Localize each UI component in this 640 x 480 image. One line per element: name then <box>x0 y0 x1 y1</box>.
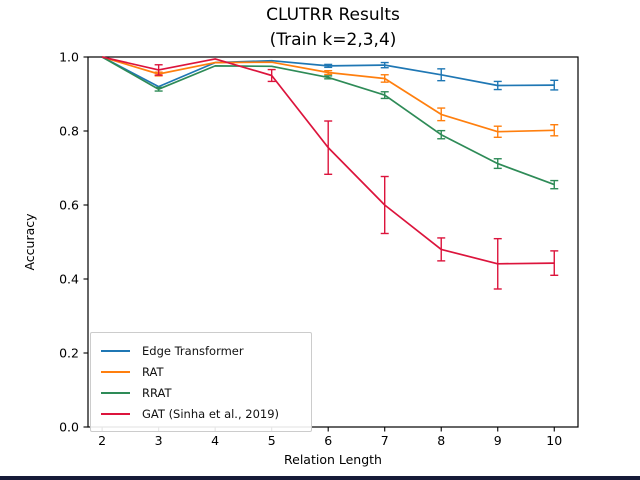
x-tick-label: 8 <box>437 433 445 448</box>
y-tick-label: 0.0 <box>59 420 79 435</box>
chart-title: CLUTRR Results <box>266 5 400 25</box>
legend-line-swatch <box>101 412 130 415</box>
legend-item-label: GAT (Sinha et al., 2019) <box>142 406 280 421</box>
x-tick-label: 4 <box>211 433 219 448</box>
bottom-edge-artifact <box>0 476 640 480</box>
x-tick-label: 7 <box>381 433 389 448</box>
x-tick-label: 10 <box>546 433 562 448</box>
chart-subtitle: (Train k=2,3,4) <box>269 30 397 50</box>
legend-item: RAT <box>101 361 301 382</box>
x-tick-label: 3 <box>155 433 163 448</box>
y-tick-label: 0.2 <box>59 346 79 361</box>
x-tick-label: 6 <box>324 433 332 448</box>
legend-item-label: Edge Transformer <box>142 343 244 358</box>
x-tick-label: 9 <box>494 433 502 448</box>
x-axis-label: Relation Length <box>284 452 382 467</box>
y-axis-label: Accuracy <box>22 213 37 271</box>
legend-line-swatch <box>101 349 130 352</box>
y-tick-label: 0.6 <box>59 198 79 213</box>
legend-item-label: RAT <box>142 364 164 379</box>
x-tick-label: 5 <box>268 433 276 448</box>
legend-line-swatch <box>101 391 130 394</box>
legend: Edge Transformer RAT RRAT GAT (Sinha et al.… <box>90 332 312 432</box>
legend-item-label: RRAT <box>142 385 172 400</box>
legend-line-swatch <box>101 370 130 373</box>
y-tick-label: 0.4 <box>59 272 79 287</box>
legend-item: GAT (Sinha et al., 2019) <box>101 403 301 424</box>
y-tick-label: 1.0 <box>59 50 79 65</box>
x-tick-label: 2 <box>98 433 106 448</box>
y-axis-label-wrap: Accuracy <box>14 142 37 342</box>
legend-item: RRAT <box>101 382 301 403</box>
y-tick-label: 0.8 <box>59 124 79 139</box>
axes-spines <box>87 56 579 428</box>
chart-title-block: CLUTRR Results (Train k=2,3,4) <box>88 3 578 53</box>
legend-item: Edge Transformer <box>101 340 301 361</box>
